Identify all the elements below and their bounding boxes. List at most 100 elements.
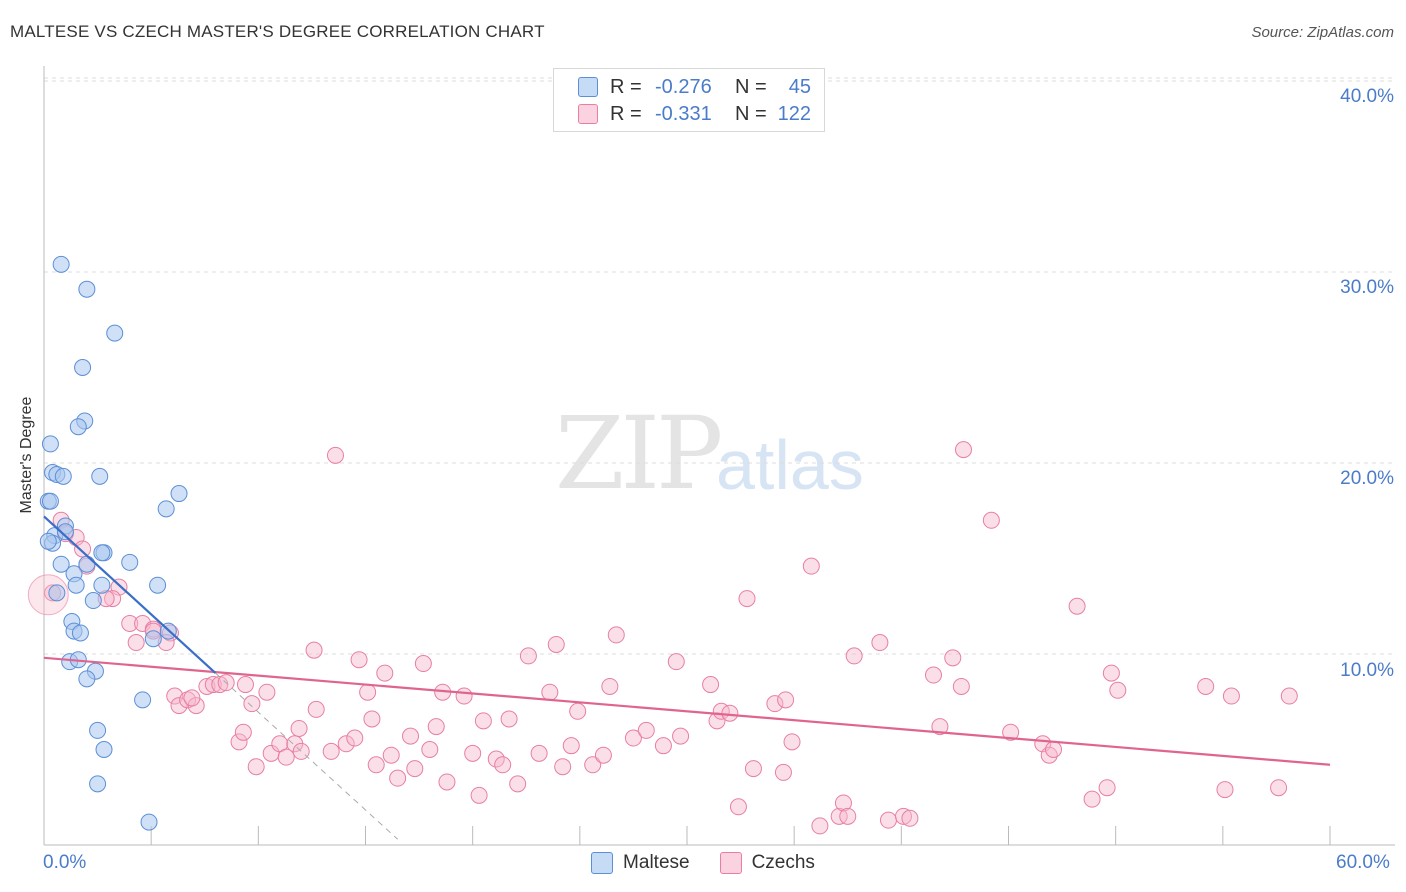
czech-point bbox=[204, 676, 222, 694]
maltese-point bbox=[67, 576, 85, 594]
legend-n-label: N = bbox=[735, 102, 767, 125]
czech-point bbox=[170, 697, 188, 715]
czech-point bbox=[637, 721, 655, 739]
czech-point bbox=[464, 744, 482, 762]
maltese-point bbox=[121, 553, 139, 571]
czech-point bbox=[470, 786, 488, 804]
czech-legend-icon bbox=[719, 852, 742, 874]
source-label: Source: ZipAtlas.com bbox=[1251, 24, 1394, 41]
maltese-point bbox=[54, 467, 72, 485]
czech-point bbox=[305, 641, 323, 659]
maltese-point bbox=[157, 500, 175, 518]
czech-point bbox=[359, 683, 377, 701]
czech-point bbox=[1102, 664, 1120, 682]
maltese-point bbox=[134, 691, 152, 709]
legend-item-czechs[interactable]: Czechs bbox=[719, 852, 815, 874]
czech-point bbox=[783, 733, 801, 751]
czech-point bbox=[766, 695, 784, 713]
czech-point bbox=[382, 746, 400, 764]
czech-point bbox=[1083, 790, 1101, 808]
legend-row-czechs: R = -0.331 N = 122 bbox=[578, 102, 811, 126]
czech-point bbox=[845, 647, 863, 665]
czech-point bbox=[982, 511, 1000, 529]
czech-point bbox=[179, 691, 197, 709]
czech-point bbox=[594, 746, 612, 764]
maltese-point bbox=[95, 741, 113, 758]
czech-point bbox=[230, 733, 248, 751]
czech-point bbox=[624, 729, 642, 747]
czech-point bbox=[901, 809, 919, 827]
maltese-point bbox=[39, 532, 57, 550]
maltese-swatch-icon bbox=[578, 77, 598, 97]
czech-point bbox=[322, 742, 340, 760]
czech-point bbox=[337, 735, 355, 753]
maltese-point bbox=[149, 576, 167, 594]
legend-n-value: 45 bbox=[788, 75, 811, 98]
czech-point bbox=[519, 647, 537, 665]
czech-point bbox=[290, 719, 308, 737]
czech-point bbox=[879, 811, 897, 829]
czech-point bbox=[350, 651, 368, 669]
maltese-point bbox=[91, 467, 109, 485]
watermark-zip: ZIP bbox=[555, 395, 723, 512]
czech-point bbox=[530, 744, 548, 762]
czech-point bbox=[1109, 681, 1127, 699]
czech-point bbox=[894, 807, 912, 825]
maltese-point bbox=[74, 359, 92, 376]
czech-point bbox=[547, 635, 565, 653]
czech-point bbox=[494, 756, 512, 774]
maltese-point bbox=[170, 485, 188, 503]
czech-point bbox=[406, 760, 424, 778]
maltese-point bbox=[41, 435, 59, 453]
czech-point bbox=[729, 798, 747, 816]
czech-point bbox=[721, 704, 739, 722]
czech-point bbox=[438, 773, 456, 791]
czech-point bbox=[924, 666, 942, 684]
czech-point bbox=[830, 807, 848, 825]
x-tick-label-min: 0.0% bbox=[43, 852, 87, 873]
watermark-atlas: atlas bbox=[716, 426, 864, 504]
maltese-point bbox=[93, 576, 111, 594]
x-tick-label-max: 60.0% bbox=[1336, 852, 1390, 873]
czech-point bbox=[389, 769, 407, 787]
czech-point bbox=[166, 687, 184, 705]
maltese-point bbox=[56, 523, 74, 541]
czech-point bbox=[554, 758, 572, 776]
czech-point bbox=[777, 691, 795, 709]
maltese-point bbox=[52, 255, 70, 273]
czech-trend-line bbox=[43, 656, 1331, 766]
legend-n-label: N = bbox=[735, 75, 767, 98]
legend-r-value: -0.276 bbox=[655, 75, 712, 98]
czech-point bbox=[607, 626, 625, 644]
czech-point bbox=[243, 695, 261, 713]
maltese-point bbox=[71, 624, 89, 642]
legend-item-maltese[interactable]: Maltese bbox=[591, 852, 690, 874]
czech-swatch-icon bbox=[578, 104, 598, 124]
maltese-point bbox=[89, 775, 107, 793]
czech-point bbox=[198, 677, 216, 695]
czech-point bbox=[811, 817, 829, 835]
maltese-point bbox=[93, 544, 111, 562]
czech-point bbox=[346, 729, 364, 747]
czech-point bbox=[414, 655, 432, 673]
czech-point bbox=[277, 748, 295, 766]
czech-point bbox=[569, 702, 587, 720]
maltese-point bbox=[140, 813, 158, 831]
maltese-point bbox=[78, 280, 96, 298]
czech-point bbox=[1068, 597, 1086, 615]
czech-point bbox=[654, 737, 672, 755]
czech-point bbox=[127, 634, 145, 652]
czech-point bbox=[367, 756, 385, 774]
czech-point bbox=[541, 683, 559, 701]
czech-point bbox=[931, 718, 949, 736]
czech-point bbox=[455, 687, 473, 705]
maltese-point bbox=[69, 418, 87, 436]
maltese-point bbox=[52, 555, 70, 573]
czech-point bbox=[247, 758, 265, 776]
czech-point bbox=[774, 763, 792, 781]
legend-row-maltese: R = -0.276 N = 45 bbox=[578, 75, 811, 99]
czech-point bbox=[1098, 779, 1116, 797]
czech-point bbox=[1002, 723, 1020, 741]
czech-point bbox=[487, 750, 505, 768]
y-tick-label-10: 10.0% bbox=[1340, 660, 1394, 681]
